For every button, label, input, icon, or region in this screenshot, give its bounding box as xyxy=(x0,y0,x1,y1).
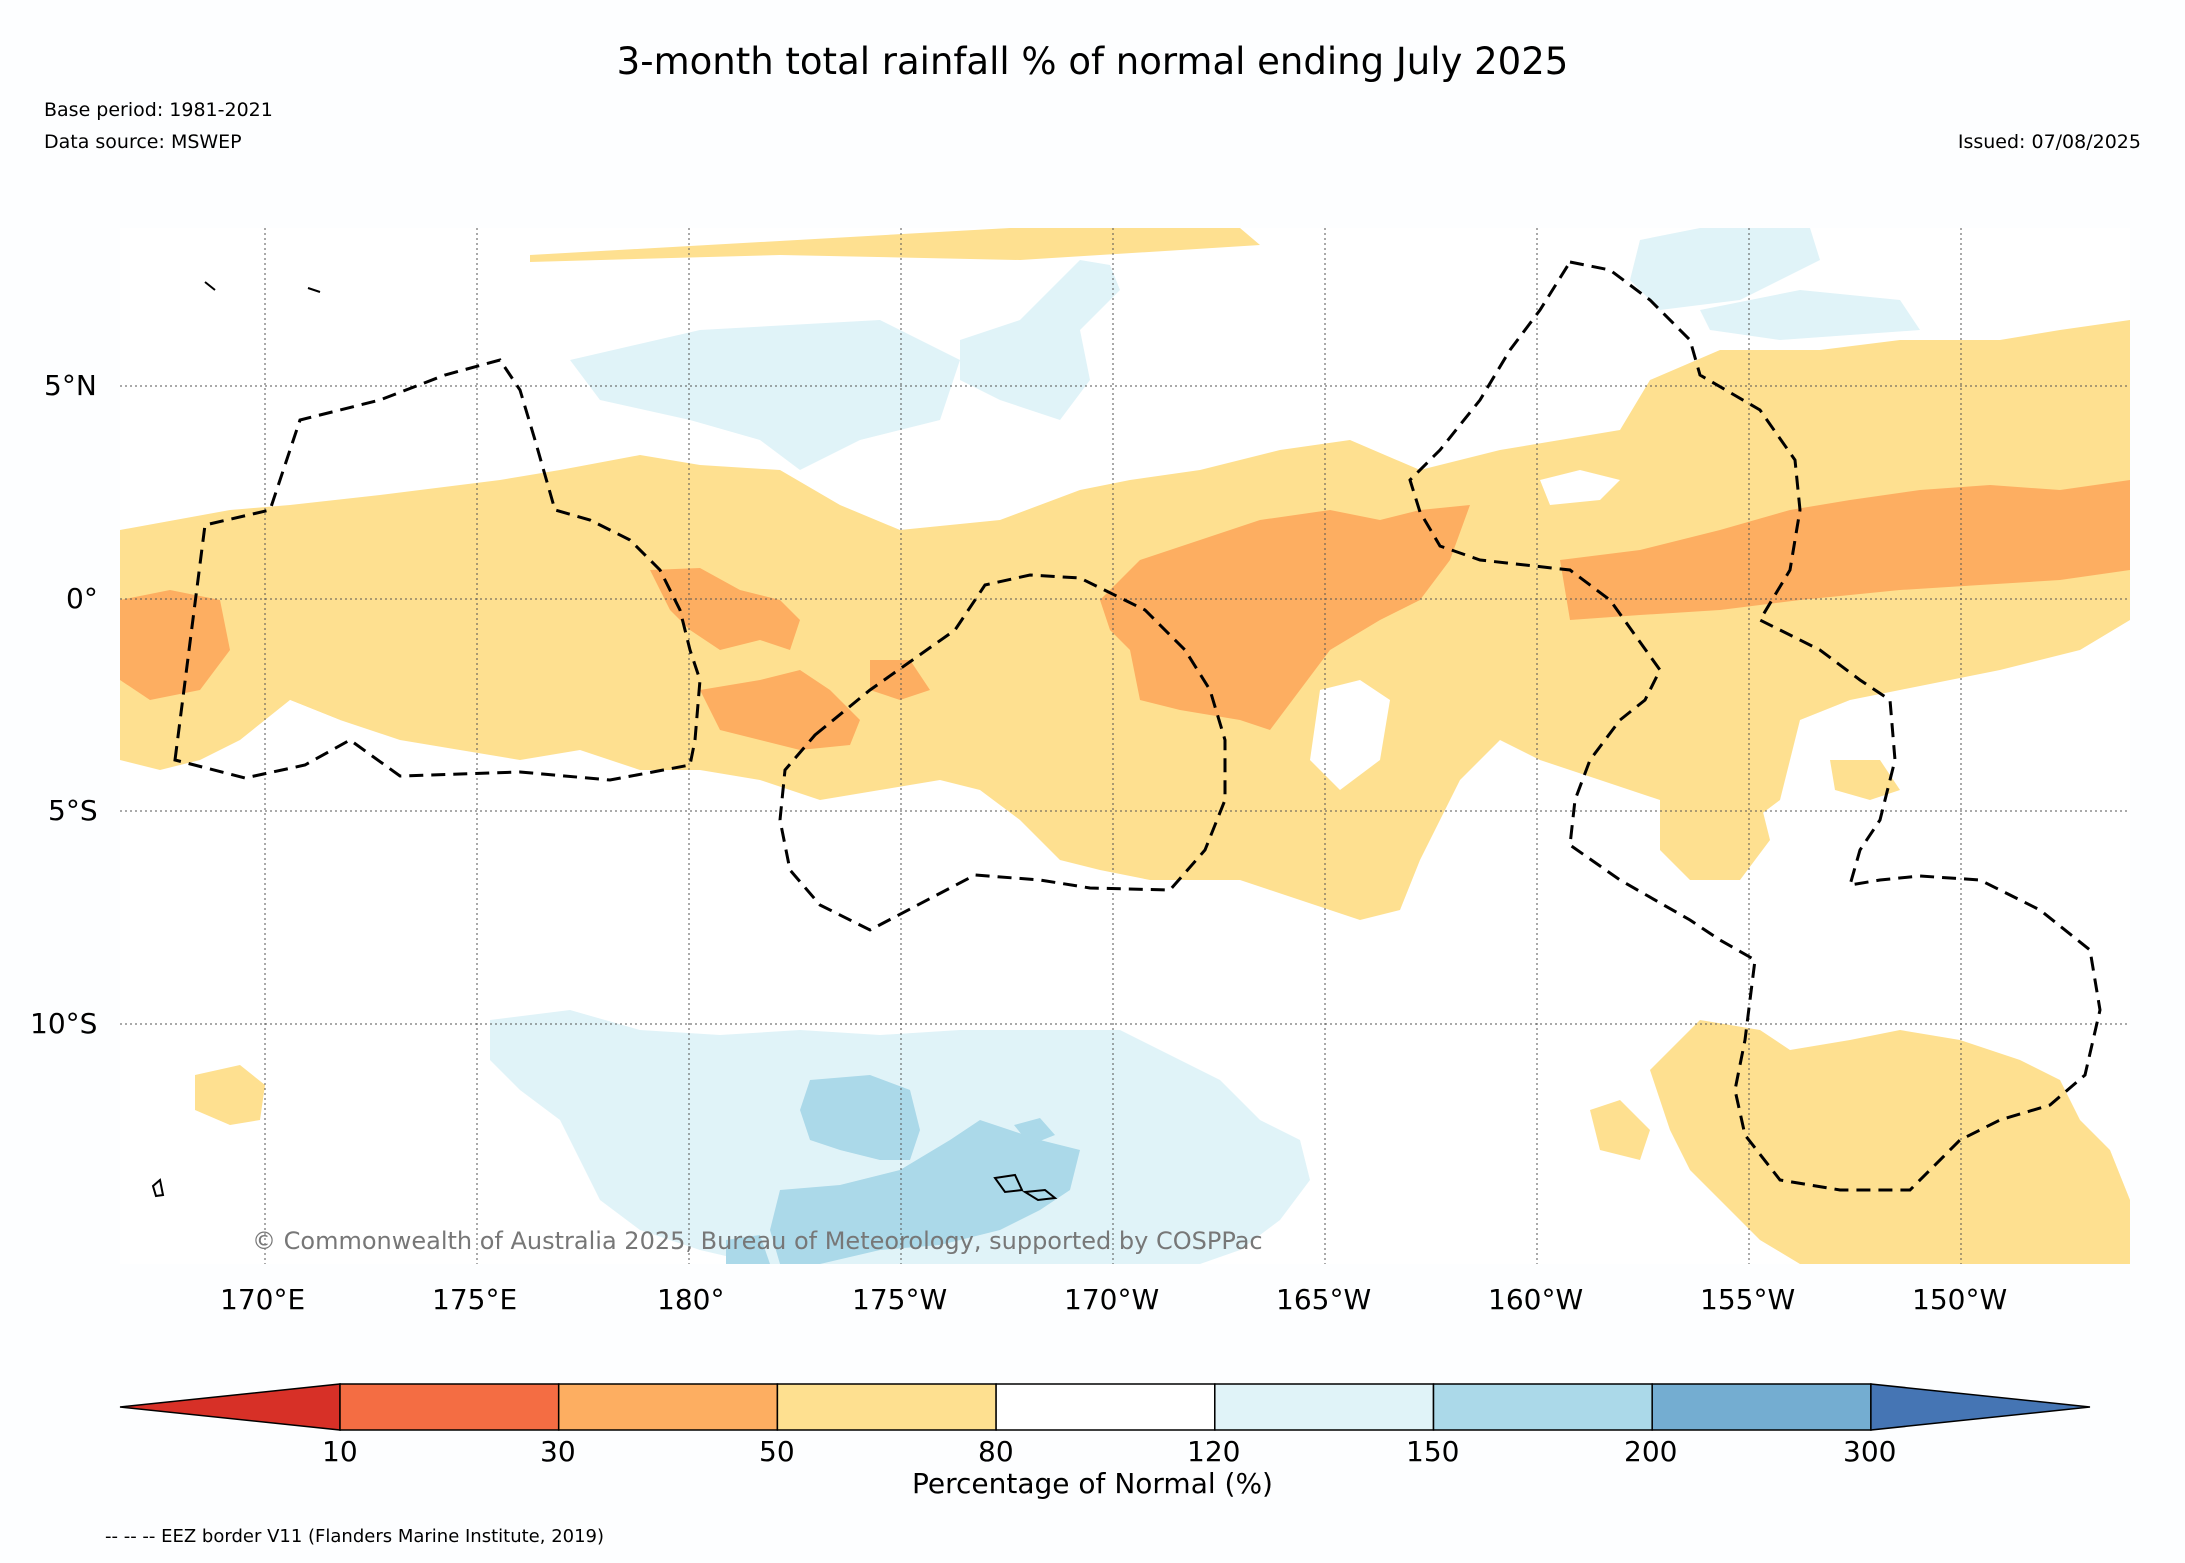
map-title: 3-month total rainfall % of normal endin… xyxy=(616,40,1569,83)
eez-legend-note: -- -- -- EEZ border V11 (Flanders Marine… xyxy=(105,1526,605,1547)
island xyxy=(307,287,321,293)
rain-area-blue xyxy=(1014,1118,1055,1145)
rain-area-blue xyxy=(770,1120,1080,1264)
colorbar-extend-high xyxy=(1870,1383,2091,1431)
rain-area-yellow xyxy=(195,1065,265,1125)
lon-label: 175°E xyxy=(432,1283,518,1316)
rain-area-yellow xyxy=(1590,1100,1650,1160)
rain-area-lightblue xyxy=(960,260,1120,420)
rain-area-orange xyxy=(1560,480,2130,620)
rain-area-white xyxy=(1310,680,1390,790)
issued-date: Issued: 07/08/2025 xyxy=(1957,131,2141,153)
colorbar-swatch xyxy=(1214,1383,1435,1431)
lat-label-5n: 5°N xyxy=(44,369,97,402)
colorbar-swatch xyxy=(995,1383,1216,1431)
island xyxy=(151,1178,165,1198)
colorbar-tick: 10 xyxy=(322,1435,358,1468)
lon-label: 175°W xyxy=(852,1283,948,1316)
data-source: Data source: MSWEP xyxy=(44,131,242,153)
rain-area-orange xyxy=(120,590,230,700)
colorbar-tick: 50 xyxy=(759,1435,795,1468)
colorbar-swatch xyxy=(1651,1383,1872,1431)
island xyxy=(1021,1188,1058,1202)
lon-label: 165°W xyxy=(1276,1283,1372,1316)
lat-label-10s: 10°S xyxy=(30,1007,98,1040)
colorbar-tick: 120 xyxy=(1187,1435,1241,1468)
rain-area-orange xyxy=(650,568,800,650)
colorbar-tick: 200 xyxy=(1624,1435,1678,1468)
eez-border xyxy=(173,358,702,782)
lon-label: 180° xyxy=(657,1283,725,1316)
graticule xyxy=(120,228,2130,1264)
rain-area-lightblue xyxy=(1630,228,1820,310)
islands xyxy=(151,281,1058,1202)
lon-label: 170°W xyxy=(1064,1283,1160,1316)
rain-area-yellow xyxy=(1650,1020,2130,1264)
eez-border xyxy=(778,573,1227,932)
rain-area-blue xyxy=(726,1235,770,1264)
colorbar xyxy=(119,1383,2091,1431)
colorbar-label: Percentage of Normal (%) xyxy=(912,1467,1273,1500)
eez-borders xyxy=(173,260,2102,1192)
colorbar-swatch xyxy=(557,1383,779,1431)
colorbar-swatch xyxy=(1432,1383,1653,1431)
lon-label: 160°W xyxy=(1488,1283,1584,1316)
island xyxy=(993,1173,1024,1194)
copyright-notice: © Commonwealth of Australia 2025, Bureau… xyxy=(252,1227,1263,1255)
rain-area-yellow xyxy=(1830,760,1900,800)
rain-area-white xyxy=(260,700,360,770)
rain-area-lightblue xyxy=(1700,290,1920,340)
rain-area-lightblue xyxy=(570,320,960,470)
lat-label-5s: 5°S xyxy=(48,794,98,827)
colorbar-tick: 300 xyxy=(1843,1435,1897,1468)
rain-area-yellow xyxy=(530,228,1260,262)
colorbar-swatch xyxy=(339,1383,560,1431)
colorbar-tick: 30 xyxy=(540,1435,576,1468)
colorbar-tick: 80 xyxy=(978,1435,1014,1468)
rain-area-orange xyxy=(1100,505,1470,730)
rain-area-orange xyxy=(870,660,930,700)
lon-label: 155°W xyxy=(1700,1283,1796,1316)
lat-label-eq: 0° xyxy=(66,582,98,615)
lon-label: 170°E xyxy=(220,1283,306,1316)
rainfall-fields xyxy=(120,228,2130,1264)
rain-area-yellow xyxy=(1660,790,1770,880)
colorbar-extend-low xyxy=(119,1383,341,1431)
rain-area-white xyxy=(1540,470,1620,505)
rain-area-blue xyxy=(800,1075,920,1160)
lon-label: 150°W xyxy=(1912,1283,2008,1316)
eez-border xyxy=(1408,260,2102,1192)
colorbar-tick: 150 xyxy=(1406,1435,1460,1468)
colorbar-swatch xyxy=(776,1383,997,1431)
base-period: Base period: 1981-2021 xyxy=(44,99,273,121)
island xyxy=(204,281,216,291)
